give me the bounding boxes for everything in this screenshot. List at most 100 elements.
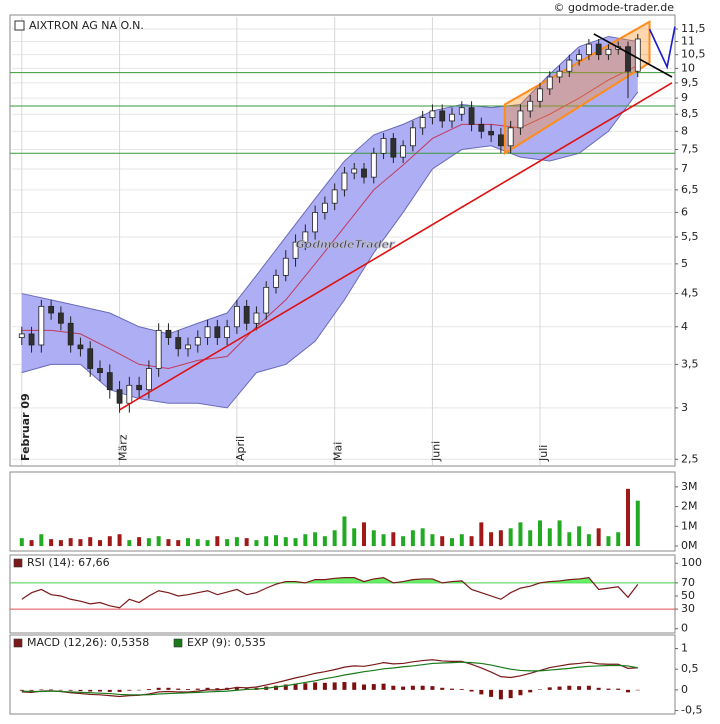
y-tick-label: 6,5 — [681, 183, 699, 196]
trend-line — [119, 82, 673, 411]
volume-bar — [528, 530, 533, 547]
panel-frame — [9, 634, 676, 715]
volume-bar — [313, 532, 318, 547]
indicator-line — [21, 661, 638, 696]
volume-bar — [362, 522, 366, 547]
candle-body — [429, 110, 436, 118]
candle-body — [634, 38, 641, 72]
histogram-bar — [401, 686, 406, 690]
band-upper — [21, 35, 638, 335]
candle-body — [126, 384, 133, 404]
candle-body — [595, 43, 602, 56]
histogram-bar — [479, 689, 484, 695]
y-tick-label: 1M — [681, 519, 698, 532]
volume-bar — [518, 522, 523, 547]
histogram-bar — [606, 688, 611, 690]
volume-bar — [371, 530, 376, 547]
y-tick-label: 30 — [681, 602, 695, 615]
histogram-bar — [283, 684, 288, 690]
volume-bar — [107, 536, 112, 547]
volume-bar — [186, 538, 190, 547]
volume-bar — [225, 539, 230, 547]
candle-body — [273, 274, 279, 288]
volume-bar — [78, 539, 83, 547]
legend-label: MACD (12,26): 0,5358 — [27, 636, 149, 649]
volume-bar — [606, 536, 611, 547]
volume-bar — [176, 540, 181, 547]
candle-body — [263, 286, 270, 314]
y-tick-label: 0 — [681, 622, 688, 635]
histogram-bar — [518, 689, 523, 696]
candle-body — [136, 384, 143, 391]
volume-bar — [98, 540, 102, 547]
volume-bar — [626, 488, 630, 547]
y-tick-label: 70 — [681, 576, 695, 589]
candle-body — [537, 88, 543, 102]
candle-body — [527, 100, 534, 112]
volume-bar — [635, 500, 640, 547]
histogram-bar — [117, 689, 122, 692]
histogram-bar — [371, 684, 376, 690]
histogram-bar — [616, 688, 621, 690]
volume-bar — [596, 528, 601, 547]
histogram-bar — [146, 689, 151, 690]
histogram-bar — [98, 689, 102, 692]
y-tick-label: 5,5 — [681, 230, 699, 243]
volume-bar — [274, 535, 278, 547]
x-tick-label: Februar 09 — [19, 393, 32, 461]
y-tick-label: 50 — [681, 589, 695, 602]
candle-body — [116, 389, 123, 404]
candle-body — [468, 107, 475, 125]
y-tick-label: 3M — [681, 480, 698, 493]
candle-body — [155, 329, 162, 369]
histogram-bar — [274, 685, 278, 690]
x-tick-label: Mai — [332, 442, 345, 461]
candle-body — [77, 344, 84, 350]
candle-body — [517, 110, 524, 129]
candle-body — [87, 348, 94, 369]
volume-bar — [586, 534, 591, 547]
volume-bar — [459, 534, 464, 547]
candle-body — [331, 189, 338, 204]
y-tick-label: 8 — [681, 124, 688, 137]
indicator-line — [21, 577, 639, 609]
y-tick-label: -0,5 — [681, 704, 702, 717]
histogram-bar — [137, 689, 142, 691]
candle-body — [165, 329, 172, 338]
volume-bar — [234, 537, 239, 547]
volume-bar — [244, 538, 249, 547]
histogram-bar — [39, 689, 44, 690]
legend-label: RSI (14): 67,66 — [27, 556, 110, 569]
histogram-bar — [176, 688, 181, 690]
volume-bar — [557, 520, 562, 547]
candle-body — [478, 123, 485, 132]
volume-bar — [440, 536, 445, 547]
histogram-bar — [528, 689, 533, 693]
candle-body — [302, 231, 309, 243]
histogram-bar — [29, 689, 34, 691]
volume-bar — [283, 537, 288, 547]
histogram-bar — [195, 688, 200, 690]
histogram-bar — [391, 685, 396, 690]
y-tick-label: 1 — [681, 642, 688, 655]
y-tick-label: 2M — [681, 500, 698, 513]
histogram-bar — [538, 689, 542, 690]
candle-body — [497, 134, 504, 147]
candle-body — [28, 333, 35, 346]
panel-frame — [9, 554, 676, 634]
histogram-bar — [596, 687, 601, 690]
volume-bar — [430, 534, 435, 547]
x-tick-label: Juni — [429, 441, 442, 462]
histogram-bar — [186, 689, 190, 690]
candle-body — [361, 168, 367, 178]
trend-line — [593, 33, 673, 78]
histogram-bar — [459, 689, 464, 690]
candle-body — [233, 305, 240, 328]
histogram-bar — [156, 687, 161, 690]
candle-body — [321, 202, 328, 213]
volume-bar — [352, 528, 357, 547]
histogram-bar — [332, 682, 337, 690]
watermark: GodmodeTrader — [296, 238, 395, 251]
volume-bar — [469, 536, 474, 547]
candle-body — [439, 110, 446, 122]
